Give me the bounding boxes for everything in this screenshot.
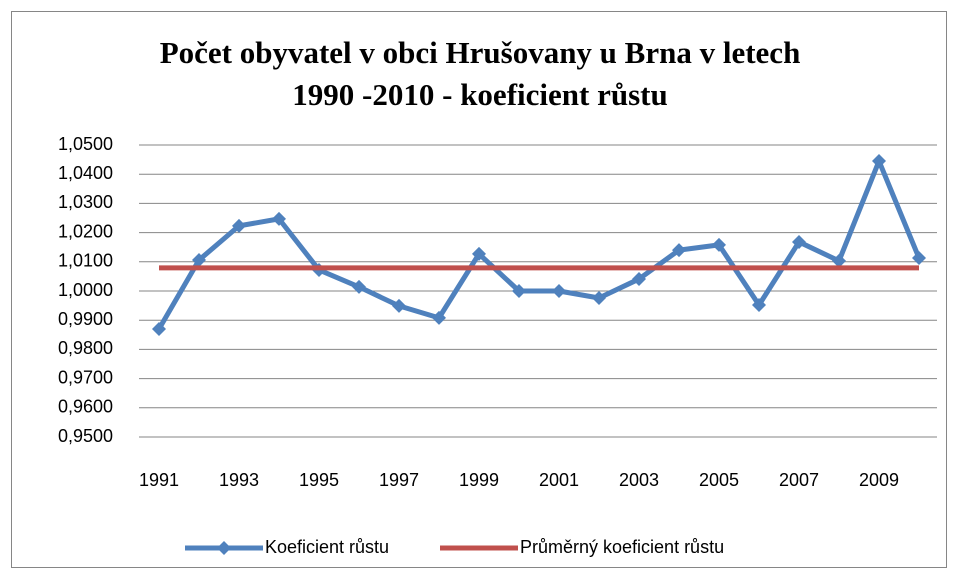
legend-label: Průměrný koeficient růstu xyxy=(520,537,724,557)
data-point xyxy=(792,234,806,249)
data-point xyxy=(592,291,606,306)
chart-title: 1990 -2010 - koeficient růstu xyxy=(292,77,667,112)
y-tick-label: 1,0200 xyxy=(58,221,113,241)
x-tick-label: 2009 xyxy=(859,470,899,490)
x-tick-label: 2003 xyxy=(619,470,659,490)
data-point xyxy=(232,218,246,233)
x-tick-label: 2001 xyxy=(539,470,579,490)
y-tick-label: 0,9500 xyxy=(58,426,113,446)
x-tick-label: 1999 xyxy=(459,470,499,490)
x-tick-label: 2007 xyxy=(779,470,819,490)
y-tick-label: 1,0500 xyxy=(58,134,113,154)
legend-label: Koeficient růstu xyxy=(265,537,389,557)
x-tick-label: 1991 xyxy=(139,470,179,490)
data-point xyxy=(632,272,646,287)
x-tick-label: 1995 xyxy=(299,470,339,490)
data-point xyxy=(912,251,926,266)
legend-marker xyxy=(217,541,231,555)
y-tick-label: 0,9800 xyxy=(58,338,113,358)
series-line xyxy=(156,158,922,331)
data-point xyxy=(832,253,846,268)
data-point xyxy=(752,298,766,313)
y-tick-label: 0,9600 xyxy=(58,397,113,417)
data-point xyxy=(672,243,686,258)
y-tick-label: 0,9900 xyxy=(58,309,113,329)
y-tick-label: 0,9700 xyxy=(58,367,113,387)
data-point xyxy=(512,284,526,298)
data-point xyxy=(712,237,726,252)
x-tick-label: 1997 xyxy=(379,470,419,490)
data-point xyxy=(552,284,566,298)
data-point xyxy=(472,246,486,261)
data-point xyxy=(432,310,446,325)
data-point xyxy=(192,253,206,268)
y-tick-label: 1,0300 xyxy=(58,192,113,212)
x-tick-label: 1993 xyxy=(219,470,259,490)
data-point xyxy=(272,211,286,226)
y-tick-label: 1,0400 xyxy=(58,163,113,183)
chart-title: Počet obyvatel v obci Hrušovany u Brna v… xyxy=(160,35,801,70)
chart-border xyxy=(11,11,947,568)
data-point xyxy=(352,279,366,294)
y-tick-label: 1,0100 xyxy=(58,251,113,271)
data-point xyxy=(392,298,406,313)
y-tick-label: 1,0000 xyxy=(58,280,113,300)
data-point xyxy=(872,154,886,169)
x-tick-label: 2005 xyxy=(699,470,739,490)
data-point xyxy=(152,321,166,336)
